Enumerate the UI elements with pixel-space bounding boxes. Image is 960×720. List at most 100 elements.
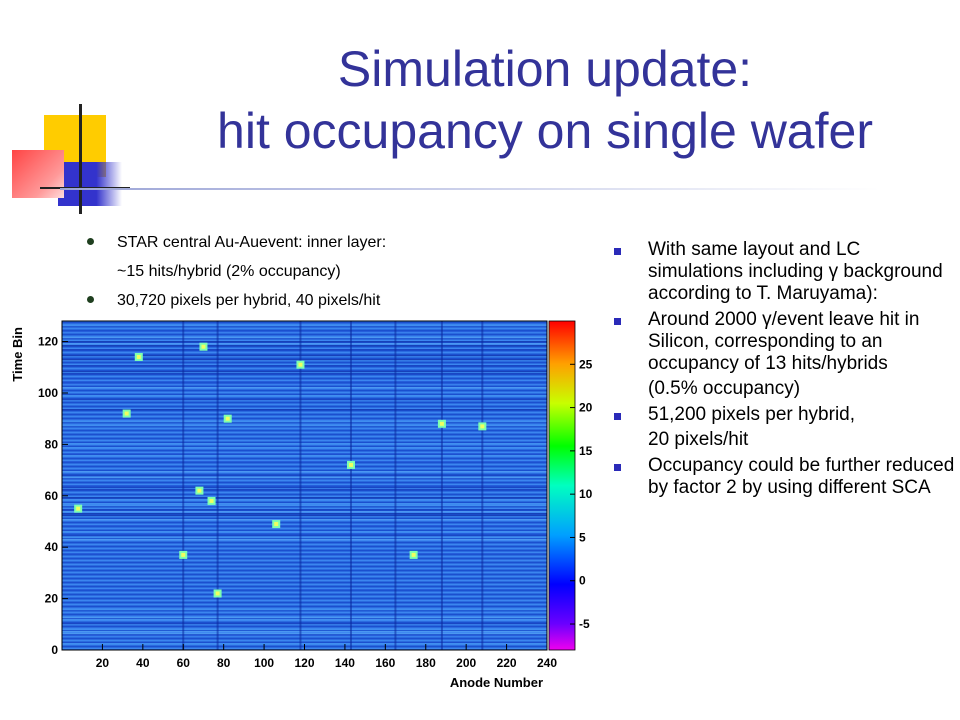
x-tick-label: 60 (177, 656, 191, 670)
heatmap-row-stripe (62, 325, 547, 327)
heatmap-row-stripe (62, 455, 547, 457)
heatmap-hit-core (274, 522, 279, 527)
slide-title: Simulation update: hit occupancy on sing… (130, 38, 960, 162)
left-bullet-item-0: STAR central Au-Auevent: inner layer: (85, 228, 505, 257)
heatmap-row-stripe (62, 477, 547, 479)
x-tick-label: 80 (217, 656, 231, 670)
heatmap-row-stripe (62, 343, 547, 345)
heatmap-row-stripe (62, 381, 547, 383)
heatmap-hit-core (201, 344, 206, 349)
heatmap-streak-column (440, 321, 443, 650)
heatmap-row-stripe (62, 355, 547, 357)
y-tick-label: 0 (51, 643, 58, 657)
left-bullet-list: STAR central Au-Auevent: inner layer: ~15… (85, 228, 505, 315)
occupancy-heatmap: 20 40 60 80 100 120 140 160 180 200 220 24002040608… (10, 320, 593, 690)
heatmap-row-stripe (62, 617, 547, 619)
heatmap-row-stripe (62, 341, 547, 343)
heatmap-hit-core (298, 362, 303, 367)
heatmap-row-stripe (62, 337, 547, 339)
x-tick-label: 160 (375, 656, 395, 670)
right-bullet-item-1: Around 2000 γ/event leave hit in Silicon… (612, 309, 957, 375)
colorbar (548, 320, 576, 651)
heatmap-row-stripe (62, 471, 547, 473)
right-bullet-item-3: 51,200 pixels per hybrid, (612, 404, 957, 426)
right-bullet-item-0: With same layout and LC simulations incl… (612, 239, 957, 305)
title-divider (60, 188, 880, 190)
x-tick-label: 20 (96, 656, 110, 670)
heatmap-hit-core (209, 498, 214, 503)
x-axis-label: Anode Number (450, 675, 543, 690)
colorbar-tick-label: 0 (579, 574, 586, 588)
heatmap-row-stripe (62, 619, 547, 621)
heatmap-row-stripe (62, 331, 547, 333)
heatmap-streak-column (481, 321, 484, 650)
heatmap-row-stripe (62, 623, 547, 625)
colorbar-tick-label: 25 (579, 357, 593, 371)
x-tick-label: 240 (537, 656, 557, 670)
colorbar-tick-label: -5 (579, 617, 590, 631)
heatmap-row-stripe (62, 387, 547, 389)
colorbar-tick-label: 15 (579, 444, 593, 458)
heatmap-row-stripe (62, 635, 547, 637)
decor-blue-square (58, 162, 122, 206)
decor-red-square (12, 150, 64, 198)
heatmap-row-stripe (62, 487, 547, 489)
heatmap-row-stripe (62, 485, 547, 487)
y-tick-label: 20 (45, 592, 59, 606)
heatmap-row-stripe (62, 513, 547, 515)
heatmap-row-stripe (62, 349, 547, 351)
heatmap-row-stripe (62, 499, 547, 501)
heatmap-row-stripe (62, 383, 547, 385)
heatmap-row-stripe (62, 531, 547, 533)
x-tick-label: 120 (294, 656, 314, 670)
heatmap-hit-core (439, 421, 444, 426)
left-bullet-item-2: 30,720 pixels per hybrid, 40 pixels/hit (85, 286, 505, 315)
heatmap-row-stripe (62, 475, 547, 477)
heatmap-hit-core (411, 552, 416, 557)
heatmap-row-stripe (62, 539, 547, 541)
heatmap-row-stripe (62, 629, 547, 631)
heatmap-streak-column (182, 321, 185, 650)
title-line-2: hit occupancy on single wafer (217, 103, 873, 159)
colorbar-tick-label: 10 (579, 487, 593, 501)
right-bullet-list: With same layout and LC simulations incl… (612, 239, 957, 502)
heatmap-row-stripe (62, 589, 547, 591)
heatmap-streak-column (299, 321, 302, 650)
heatmap-row-stripe (62, 509, 547, 511)
heatmap-hit-core (197, 488, 202, 493)
x-tick-label: 220 (497, 656, 517, 670)
heatmap-row-stripe (62, 371, 547, 373)
colorbar-tick-label: 5 (579, 530, 586, 544)
heatmap-hit-core (136, 354, 141, 359)
x-tick-label: 100 (254, 656, 274, 670)
y-tick-label: 100 (38, 386, 58, 400)
right-bullet-item-4: 20 pixels/hit (648, 429, 749, 450)
heatmap-streak-column (394, 321, 397, 650)
x-tick-label: 200 (456, 656, 476, 670)
heatmap-row-stripe (62, 515, 547, 517)
heatmap-row-stripe (62, 421, 547, 423)
y-tick-label: 80 (45, 437, 59, 451)
heatmap-row-stripe (62, 609, 547, 611)
heatmap-row-stripe (62, 461, 547, 463)
heatmap-row-stripe (62, 359, 547, 361)
heatmap-row-stripe (62, 525, 547, 527)
heatmap-hit-core (124, 411, 129, 416)
x-tick-label: 180 (416, 656, 436, 670)
heatmap-row-stripe (62, 399, 547, 401)
heatmap-row-stripe (62, 533, 547, 535)
heatmap-hit-core (181, 552, 186, 557)
y-axis-label: Time Bin (10, 327, 25, 382)
y-tick-label: 40 (45, 540, 59, 554)
heatmap-row-stripe (62, 519, 547, 521)
y-tick-label: 60 (45, 489, 59, 503)
heatmap-row-stripe (62, 489, 547, 491)
heatmap-hit-core (480, 424, 485, 429)
heatmap-row-stripe (62, 395, 547, 397)
heatmap-row-stripe (62, 535, 547, 537)
x-tick-label: 140 (335, 656, 355, 670)
heatmap-row-stripe (62, 643, 547, 645)
colorbar-tick-label: 20 (579, 401, 593, 415)
heatmap-row-stripe (62, 633, 547, 635)
right-bullet-item-5: Occupancy could be further reduced by fa… (612, 455, 957, 499)
